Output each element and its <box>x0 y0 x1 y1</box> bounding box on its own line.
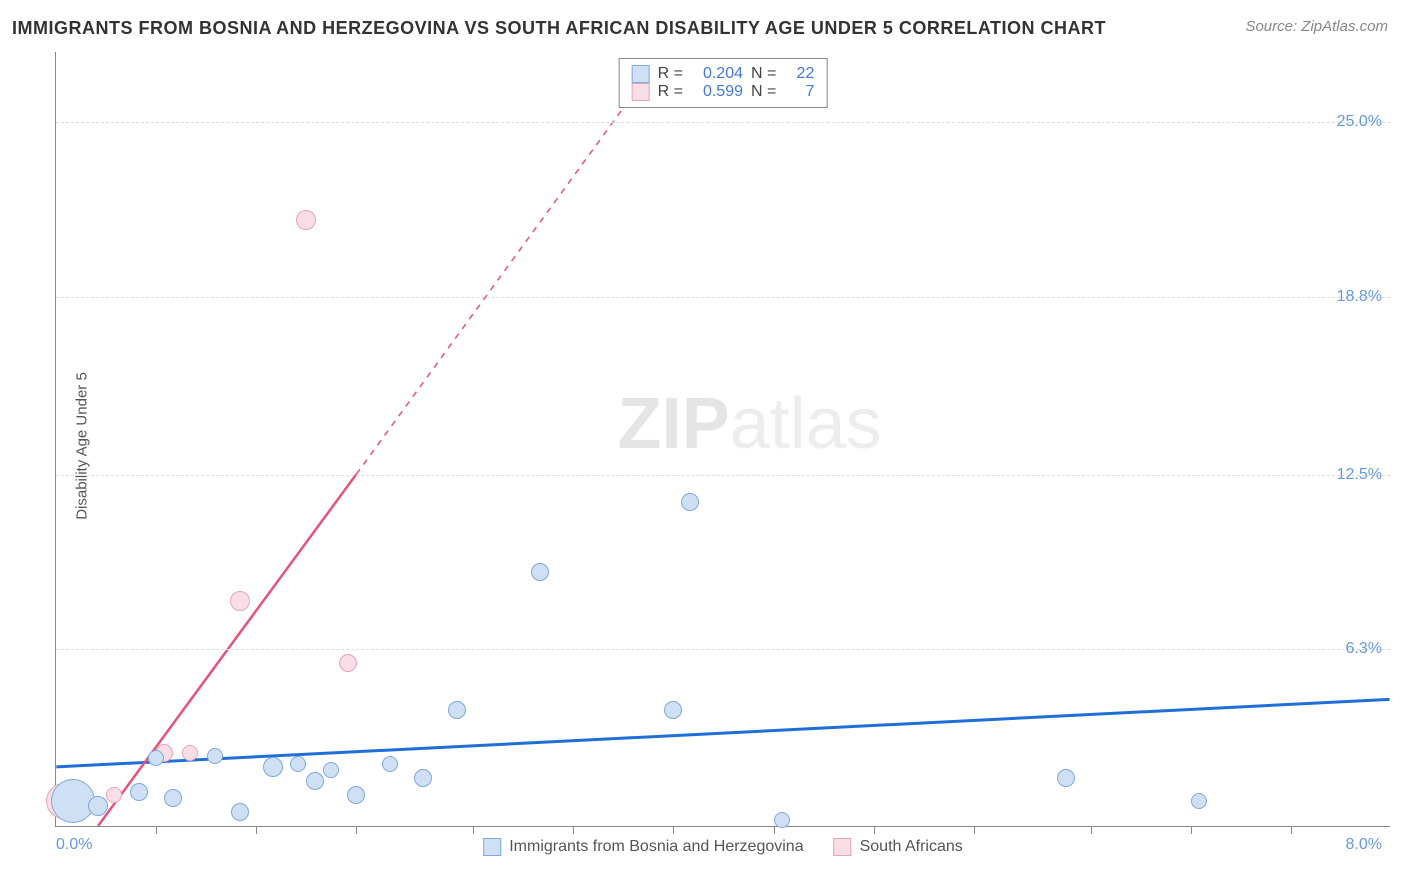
data-point-blue <box>531 563 549 581</box>
legend-n-label: N = <box>751 65 776 83</box>
data-point-blue <box>148 750 164 766</box>
swatch-pink-icon <box>834 838 852 856</box>
x-tick <box>573 826 574 834</box>
trend-lines <box>56 52 1390 826</box>
legend-n-label: N = <box>751 83 776 101</box>
y-tick-label: 6.3% <box>1346 640 1382 658</box>
legend-r-label: R = <box>658 65 683 83</box>
swatch-blue-icon <box>632 65 650 83</box>
data-point-blue <box>681 493 699 511</box>
data-point-blue <box>88 796 108 816</box>
data-point-pink <box>230 591 250 611</box>
legend-r-label: R = <box>658 83 683 101</box>
legend-item-blue: Immigrants from Bosnia and Herzegovina <box>483 838 803 856</box>
data-point-blue <box>448 701 466 719</box>
chart-title: IMMIGRANTS FROM BOSNIA AND HERZEGOVINA V… <box>12 18 1106 39</box>
data-point-blue <box>1191 793 1207 809</box>
x-tick <box>1191 826 1192 834</box>
y-tick-label: 25.0% <box>1337 113 1382 131</box>
data-point-blue <box>774 812 790 828</box>
data-point-blue <box>347 786 365 804</box>
data-point-pink <box>296 210 316 230</box>
x-tick <box>673 826 674 834</box>
data-point-blue <box>130 783 148 801</box>
swatch-blue-icon <box>483 838 501 856</box>
data-point-blue <box>207 748 223 764</box>
watermark: ZIPatlas <box>618 383 882 465</box>
correlation-legend: R = 0.204 N = 22 R = 0.599 N = 7 <box>619 58 828 108</box>
legend-blue-r-value: 0.204 <box>691 65 743 83</box>
plot-area: ZIPatlas R = 0.204 N = 22 R = 0.599 N = … <box>55 52 1390 827</box>
x-tick <box>473 826 474 834</box>
data-point-blue <box>306 772 324 790</box>
legend-blue-n-value: 22 <box>784 65 814 83</box>
x-tick <box>874 826 875 834</box>
legend-pink-n-value: 7 <box>784 83 814 101</box>
series-legend: Immigrants from Bosnia and Herzegovina S… <box>483 838 963 856</box>
legend-item-pink: South Africans <box>834 838 963 856</box>
data-point-blue <box>290 756 306 772</box>
source-attribution: Source: ZipAtlas.com <box>1245 18 1388 35</box>
data-point-pink <box>182 745 198 761</box>
data-point-pink <box>106 787 122 803</box>
x-tick <box>1291 826 1292 834</box>
swatch-pink-icon <box>632 83 650 101</box>
data-point-blue <box>231 803 249 821</box>
data-point-blue <box>323 762 339 778</box>
gridline <box>56 475 1390 476</box>
legend-row-pink: R = 0.599 N = 7 <box>632 83 815 101</box>
data-point-pink <box>339 654 357 672</box>
legend-pink-label: South Africans <box>860 838 963 856</box>
gridline <box>56 122 1390 123</box>
data-point-blue <box>1057 769 1075 787</box>
x-axis-max-label: 8.0% <box>1346 836 1382 854</box>
x-tick <box>1091 826 1092 834</box>
x-tick <box>356 826 357 834</box>
x-tick <box>774 826 775 834</box>
x-axis-min-label: 0.0% <box>56 836 92 854</box>
y-tick-label: 18.8% <box>1337 288 1382 306</box>
x-tick <box>156 826 157 834</box>
data-point-blue <box>382 756 398 772</box>
y-tick-label: 12.5% <box>1337 466 1382 484</box>
legend-pink-r-value: 0.599 <box>691 83 743 101</box>
gridline <box>56 649 1390 650</box>
legend-blue-label: Immigrants from Bosnia and Herzegovina <box>509 838 803 856</box>
x-tick <box>256 826 257 834</box>
data-point-blue <box>414 769 432 787</box>
x-tick <box>974 826 975 834</box>
data-point-blue <box>664 701 682 719</box>
data-point-blue <box>263 757 283 777</box>
legend-row-blue: R = 0.204 N = 22 <box>632 65 815 83</box>
data-point-blue <box>164 789 182 807</box>
gridline <box>56 297 1390 298</box>
